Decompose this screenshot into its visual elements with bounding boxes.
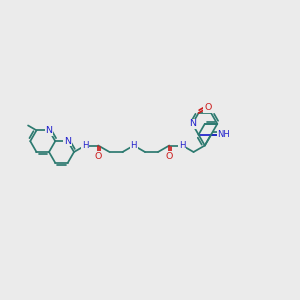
Text: H: H	[179, 141, 185, 150]
Text: O: O	[204, 103, 212, 112]
Text: O: O	[94, 152, 102, 161]
Text: N: N	[46, 126, 52, 135]
Text: NH: NH	[217, 130, 230, 139]
Text: N: N	[189, 119, 196, 128]
Text: H: H	[130, 141, 137, 150]
Text: N: N	[64, 137, 71, 146]
Text: O: O	[166, 152, 173, 161]
Text: H: H	[82, 141, 88, 150]
